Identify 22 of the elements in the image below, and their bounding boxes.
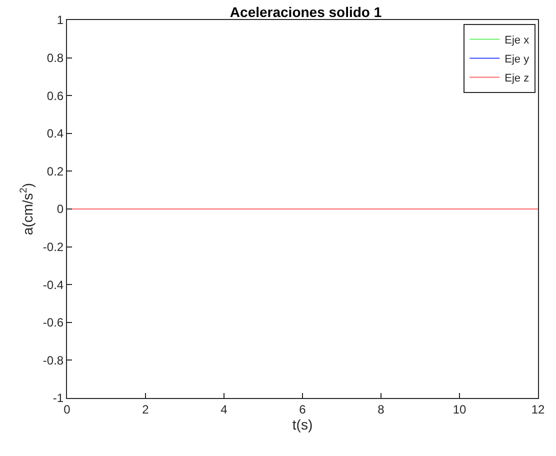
y-tick-label: 0.8 (46, 51, 64, 65)
y-tick-label: 1 (56, 13, 64, 28)
y-tick-label: 0.6 (46, 88, 64, 103)
chart-title: Aceleraciones solido 1 (230, 4, 382, 20)
legend-label: Eje y (504, 54, 530, 66)
y-tick-label: -1 (52, 391, 64, 406)
x-tick-label: 4 (220, 402, 228, 416)
y-tick-label: 0 (56, 202, 64, 216)
y-tick-label: -0.6 (42, 316, 64, 330)
x-tick-label: 6 (299, 402, 306, 416)
x-tick-label: 10 (452, 402, 466, 416)
y-tick-label: 0.4 (46, 126, 64, 141)
x-tick-label: 12 (531, 402, 545, 416)
x-axis-title: t(s) (292, 416, 313, 433)
legend-label: Eje z (504, 72, 530, 85)
x-tick-label: 8 (378, 402, 385, 416)
y-tick-label: -0.2 (42, 240, 64, 254)
y-tick-label: 0.2 (46, 164, 64, 178)
legend-label: Eje x (504, 34, 530, 47)
y-tick-label: -0.4 (42, 278, 64, 292)
y-tick-label: -0.8 (42, 353, 64, 368)
x-tick-label: 2 (142, 402, 150, 416)
